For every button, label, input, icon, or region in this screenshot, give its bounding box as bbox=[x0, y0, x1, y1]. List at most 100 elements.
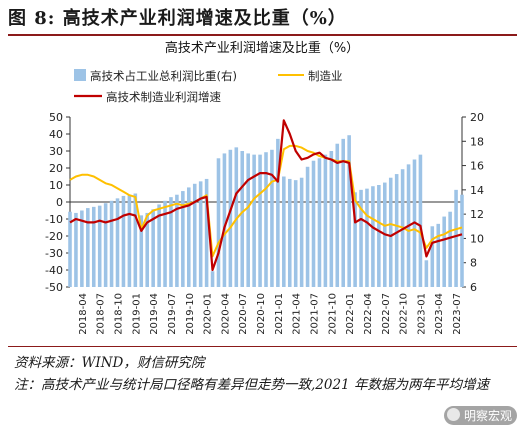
notes-divider bbox=[8, 346, 517, 347]
share-bar bbox=[287, 178, 292, 287]
share-bar bbox=[151, 209, 155, 287]
x-tick-label: 2021-04 bbox=[292, 293, 303, 335]
right-tick-label: 6 bbox=[470, 281, 477, 294]
legend-label-hightech: 高技术制造业利润增速 bbox=[106, 90, 221, 104]
left-tick-label: -20 bbox=[45, 230, 63, 243]
share-bar bbox=[388, 177, 393, 287]
x-tick-label: 2019-07 bbox=[167, 293, 178, 335]
share-bar bbox=[121, 195, 126, 287]
share-bar bbox=[115, 198, 120, 287]
share-bar bbox=[68, 211, 72, 287]
share-bar bbox=[365, 188, 369, 287]
share-bar bbox=[127, 194, 132, 287]
note-line: 注：高技术产业与统计局口径略有差异但走势一致,2021 年数据为两年平均增速 bbox=[14, 377, 489, 393]
right-tick-label: 8 bbox=[470, 257, 477, 270]
bar-series-share bbox=[68, 135, 464, 287]
share-bar bbox=[454, 189, 458, 287]
share-bar bbox=[133, 193, 138, 287]
share-bar bbox=[80, 210, 84, 287]
x-tick-label: 2018-04 bbox=[78, 293, 89, 335]
share-bar bbox=[234, 147, 239, 287]
manufacturing-line bbox=[69, 144, 463, 258]
x-tick-label: 2023-04 bbox=[434, 293, 445, 335]
legend-label-share: 高技术占工业总利润比重(右) bbox=[90, 69, 237, 83]
share-bar bbox=[293, 180, 298, 287]
left-tick-label: 10 bbox=[49, 179, 63, 192]
line-series bbox=[69, 119, 463, 272]
share-bar bbox=[335, 143, 340, 287]
share-bar bbox=[222, 153, 227, 287]
x-tick-label: 2020-07 bbox=[238, 293, 249, 335]
left-tick-label: -30 bbox=[45, 247, 63, 260]
share-bar bbox=[442, 216, 446, 287]
tick-labels: -50 -40 -30 -20 -10 0 10 20 30 40 50 6 8 10 12 14 16 18 20… bbox=[45, 111, 484, 335]
left-tick-label: -40 bbox=[45, 264, 63, 277]
share-bar bbox=[418, 154, 423, 287]
share-bar bbox=[252, 154, 256, 287]
share-bar bbox=[204, 178, 209, 287]
share-bar bbox=[169, 197, 173, 287]
share-bar bbox=[91, 206, 96, 287]
share-bar bbox=[424, 260, 429, 287]
x-tick-label: 2022-10 bbox=[399, 293, 410, 335]
chart-area: 高技术产业利润增速及比重（%） 高技术占工业总利润比重(右) 制造业高技术制造业利… bbox=[45, 40, 484, 335]
share-bar bbox=[329, 151, 334, 287]
share-bar bbox=[139, 215, 144, 287]
share-bar bbox=[181, 191, 185, 287]
share-bar bbox=[74, 212, 78, 287]
share-bar bbox=[210, 271, 215, 287]
x-tick-label: 2018-10 bbox=[114, 293, 125, 335]
x-tick-label: 2021-10 bbox=[327, 293, 338, 335]
x-tick-label: 2022-04 bbox=[363, 293, 374, 335]
share-bar bbox=[145, 212, 149, 287]
share-bar bbox=[86, 208, 90, 287]
share-bar bbox=[157, 204, 161, 287]
share-bar bbox=[323, 154, 328, 287]
left-tick-label: -50 bbox=[45, 281, 63, 294]
share-bar bbox=[305, 166, 310, 287]
share-bar bbox=[246, 153, 250, 287]
share-bar bbox=[97, 205, 102, 287]
share-bar bbox=[341, 138, 345, 287]
share-bar bbox=[377, 185, 381, 287]
left-tick-label: -10 bbox=[45, 213, 63, 226]
share-bar bbox=[299, 177, 304, 287]
notes-block: 资料来源：WIND，财信研究院 注：高技术产业与统计局口径略有差异但走势一致,2… bbox=[14, 352, 514, 396]
share-bar bbox=[109, 200, 114, 287]
left-tick-label: 20 bbox=[49, 162, 63, 175]
right-tick-label: 16 bbox=[470, 160, 484, 173]
hightech-profit-line bbox=[69, 119, 463, 272]
x-tick-label: 2019-04 bbox=[149, 293, 160, 335]
figure-title: 图 8: 高技术产业利润增速及比重（%） bbox=[8, 4, 517, 36]
share-bar bbox=[282, 176, 286, 287]
right-tick-label: 18 bbox=[470, 135, 484, 148]
share-bar bbox=[103, 203, 108, 287]
x-tick-label: 2019-10 bbox=[185, 293, 196, 335]
share-bar bbox=[353, 192, 357, 287]
share-bar bbox=[448, 211, 452, 287]
left-tick-label: 30 bbox=[49, 145, 63, 158]
share-bar bbox=[163, 200, 167, 287]
x-tick-label: 2023-01 bbox=[416, 293, 427, 335]
left-tick-label: 40 bbox=[49, 128, 63, 141]
x-tick-label: 2019-01 bbox=[131, 293, 142, 335]
share-bar bbox=[430, 226, 435, 287]
right-tick-label: 12 bbox=[470, 208, 484, 221]
share-bar bbox=[192, 183, 197, 287]
share-bar bbox=[371, 186, 375, 287]
legend-swatch-share bbox=[74, 69, 86, 81]
right-tick-label: 20 bbox=[470, 111, 484, 124]
x-tick-label: 2022-01 bbox=[345, 293, 356, 335]
right-tick-label: 14 bbox=[470, 184, 484, 197]
left-tick-label: 50 bbox=[49, 111, 63, 124]
share-bar bbox=[394, 174, 399, 287]
chart-title: 高技术产业利润增速及比重（%） bbox=[165, 40, 359, 56]
share-bar bbox=[359, 189, 363, 287]
share-bar bbox=[187, 187, 191, 287]
share-bar bbox=[175, 194, 179, 287]
left-tick-label: 0 bbox=[56, 196, 63, 209]
right-tick-label: 10 bbox=[470, 232, 484, 245]
share-bar bbox=[276, 138, 280, 287]
x-tick-label: 2018-07 bbox=[96, 293, 107, 335]
